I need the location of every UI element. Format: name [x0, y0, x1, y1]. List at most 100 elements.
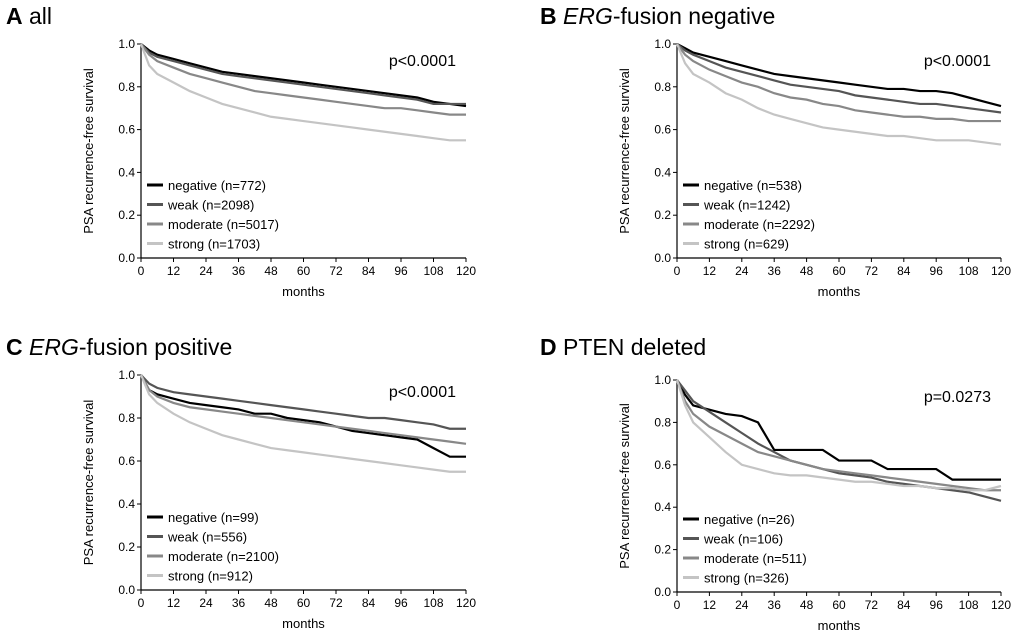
- y-tick-label: 0.8: [654, 415, 671, 429]
- x-tick-label: 108: [423, 264, 443, 278]
- x-axis-title: months: [282, 284, 325, 299]
- y-tick-label: 0.0: [654, 585, 671, 599]
- y-tick-label: 0.4: [654, 500, 671, 514]
- y-axis-title: PSA recurrence-free survival: [617, 403, 632, 569]
- x-tick-label: 48: [264, 596, 278, 610]
- survival-curve: [675, 43, 1002, 146]
- survival-curve: [676, 43, 1001, 123]
- x-tick-label: 96: [930, 264, 944, 278]
- x-tick-label: 72: [329, 264, 343, 278]
- x-tick-label: 108: [959, 598, 979, 612]
- x-tick-label: 84: [362, 596, 376, 610]
- panel-title: D PTEN deleted: [540, 334, 706, 360]
- y-tick-label: 0.2: [654, 208, 671, 222]
- p-value: p<0.0001: [924, 53, 991, 70]
- y-tick-label: 0.0: [118, 583, 135, 597]
- y-tick-label: 0.6: [118, 123, 135, 137]
- x-tick-label: 36: [232, 596, 246, 610]
- x-tick-label: 24: [735, 264, 749, 278]
- survival-curve: [676, 43, 1002, 114]
- legend-label: moderate (n=2100): [168, 549, 279, 564]
- x-tick-label: 12: [703, 264, 717, 278]
- y-tick-label: 0.0: [118, 251, 135, 265]
- panel-title: B ERG-fusion negative: [540, 3, 775, 29]
- x-tick-label: 24: [735, 598, 749, 612]
- x-tick-label: 120: [456, 264, 476, 278]
- legend-label: strong (n=326): [704, 571, 789, 586]
- survival-curve: [140, 374, 466, 458]
- x-tick-label: 0: [674, 598, 681, 612]
- x-axis-title: months: [818, 618, 861, 633]
- x-tick-label: 24: [199, 264, 213, 278]
- panel-title: C ERG-fusion positive: [6, 334, 232, 360]
- x-tick-label: 0: [138, 596, 145, 610]
- y-tick-label: 0.6: [654, 458, 671, 472]
- x-tick-label: 96: [394, 596, 408, 610]
- y-tick-label: 0.2: [118, 208, 135, 222]
- y-axis-title: PSA recurrence-free survival: [81, 400, 96, 566]
- y-tick-label: 0.0: [654, 251, 671, 265]
- x-tick-label: 120: [991, 264, 1011, 278]
- y-tick-label: 0.4: [654, 165, 671, 179]
- survival-curve: [140, 43, 467, 108]
- x-tick-label: 96: [394, 264, 408, 278]
- legend-label: negative (n=99): [168, 510, 259, 525]
- x-tick-label: 60: [297, 264, 311, 278]
- legend-label: strong (n=629): [704, 237, 789, 252]
- panel-letter: C: [6, 334, 23, 360]
- y-tick-label: 0.2: [654, 543, 671, 557]
- x-tick-label: 108: [423, 596, 443, 610]
- y-tick-label: 0.2: [118, 540, 135, 554]
- y-tick-label: 1.0: [654, 37, 671, 51]
- x-tick-label: 36: [768, 264, 782, 278]
- x-tick-label: 72: [865, 598, 879, 612]
- x-tick-label: 12: [703, 598, 717, 612]
- y-tick-label: 1.0: [654, 373, 671, 387]
- x-tick-label: 48: [800, 264, 814, 278]
- panel-title-text: -fusion negative: [613, 3, 775, 29]
- y-axis-title: PSA recurrence-free survival: [617, 68, 632, 234]
- panel: C ERG-fusion positive 0.0 0.2 0.4 0.6 0.8 1.0 0…: [6, 334, 476, 631]
- x-tick-label: 108: [959, 264, 979, 278]
- legend-label: strong (n=1703): [168, 237, 260, 252]
- survival-curve: [675, 379, 1001, 492]
- survival-curve: [140, 374, 467, 445]
- legend-label: weak (n=1242): [703, 198, 790, 213]
- y-tick-label: 1.0: [118, 37, 135, 51]
- x-tick-label: 24: [199, 596, 213, 610]
- x-tick-label: 60: [832, 264, 846, 278]
- survival-curve: [139, 374, 466, 473]
- y-tick-label: 0.6: [118, 454, 135, 468]
- y-axis-title: PSA recurrence-free survival: [81, 68, 96, 234]
- legend-label: strong (n=912): [168, 569, 253, 584]
- p-value: p<0.0001: [389, 384, 456, 401]
- legend-label: weak (n=556): [167, 530, 247, 545]
- x-tick-label: 96: [930, 598, 944, 612]
- y-tick-label: 0.8: [654, 80, 671, 94]
- y-tick-label: 0.4: [118, 497, 135, 511]
- legend-label: weak (n=2098): [167, 198, 254, 213]
- panel: D PTEN deleted 0.0 0.2 0.4 0.6 0.8 1.0 0 12 24 36 4…: [540, 334, 1011, 633]
- legend-label: moderate (n=5017): [168, 217, 279, 232]
- x-tick-label: 0: [138, 264, 145, 278]
- panel-letter: A: [6, 3, 23, 29]
- legend-label: negative (n=26): [704, 512, 795, 527]
- panel: A all 0.0 0.2 0.4 0.6 0.8 1.0 0 12 24 36 48 60 72 84 96…: [6, 3, 476, 299]
- p-value: p=0.0273: [924, 389, 991, 406]
- panel-letter: D: [540, 334, 557, 360]
- x-tick-label: 84: [897, 598, 911, 612]
- legend-label: negative (n=772): [168, 178, 266, 193]
- legend-label: moderate (n=511): [704, 551, 807, 566]
- survival-curve: [675, 379, 1002, 492]
- legend-label: moderate (n=2292): [704, 217, 815, 232]
- x-tick-label: 60: [832, 598, 846, 612]
- x-tick-label: 120: [991, 598, 1011, 612]
- y-tick-label: 0.8: [118, 411, 135, 425]
- survival-curve: [676, 379, 1001, 481]
- legend-label: negative (n=538): [704, 178, 802, 193]
- x-tick-label: 84: [897, 264, 911, 278]
- survival-curve: [140, 374, 466, 430]
- x-tick-label: 48: [264, 264, 278, 278]
- x-tick-label: 12: [167, 596, 181, 610]
